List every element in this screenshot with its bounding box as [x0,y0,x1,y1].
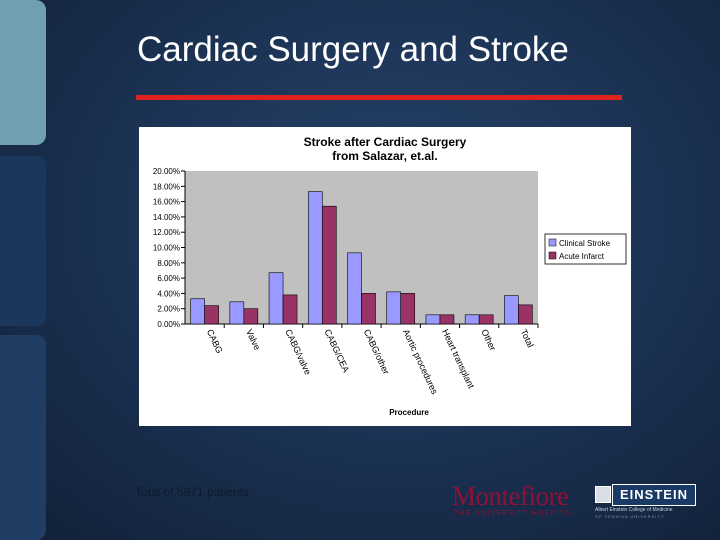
x-tick-label: Total [519,328,536,349]
einstein-logo-subtitle: Albert Einstein College of Medicine [595,507,673,513]
x-tick-label: Other [479,328,498,353]
y-tick-label: 20.00% [153,167,180,176]
bar-clinical-stroke [347,252,362,325]
chart-subtitle: from Salazar, et.al. [332,149,437,163]
legend-box [544,233,627,265]
y-tick-label: 6.00% [157,274,180,283]
x-tick-label: CABG/valve [283,328,313,377]
legend-label: Acute Infarct [559,252,605,261]
bar-clinical-stroke [307,191,323,325]
x-tick-label: CABG [205,328,225,355]
y-tick-label: 18.00% [153,182,180,191]
einstein-seal-icon [595,486,611,503]
y-tick-label: 4.00% [157,289,180,298]
bar-acute-infarct [439,314,455,325]
side-strip-segment [0,335,46,540]
einstein-logo-subtitle-2: OF YESHIVA UNIVERSITY [595,514,665,519]
bar-clinical-stroke [504,295,519,325]
bar-acute-infarct [518,304,533,325]
y-tick-label: 12.00% [153,228,180,237]
bar-acute-infarct [243,308,259,325]
footer-note: Total of 5971 patients [135,485,250,499]
side-decoration-strip [0,0,46,540]
side-strip-segment [0,0,46,145]
y-tick-label: 10.00% [153,244,180,253]
x-axis-label: Procedure [389,408,429,417]
x-tick-label: Aortic procedures [401,328,440,397]
bar-clinical-stroke [386,291,402,325]
y-tick-label: 14.00% [153,213,180,222]
montefiore-logo: Montefiore THE UNIVERSITY HOSPITAL [452,481,592,519]
bar-acute-infarct [400,293,416,325]
slide-title: Cardiac Surgery and Stroke [137,30,569,69]
bar-acute-infarct [321,205,337,325]
title-rule [136,95,622,100]
x-tick-label: CABG/CEA [322,328,351,374]
legend-label: Clinical Stroke [559,239,611,248]
bar-clinical-stroke [464,314,480,325]
legend-swatch [548,238,557,247]
bar-clinical-stroke [268,272,284,325]
chart-title: Stroke after Cardiac Surgery [304,135,467,149]
y-tick-label: 16.00% [153,198,180,207]
bar-clinical-stroke [229,301,245,325]
y-tick-label: 0.00% [157,320,180,329]
montefiore-logo-word: Montefiore [452,481,569,511]
montefiore-logo-subtitle: THE UNIVERSITY HOSPITAL [454,510,576,517]
bar-acute-infarct [361,293,376,325]
y-tick-label: 2.00% [157,305,180,314]
x-tick-label: Heart transplant [440,328,476,391]
side-strip-segment [0,156,46,326]
bar-acute-infarct [478,314,494,325]
x-tick-label: Valve [244,328,262,352]
bar-clinical-stroke [190,298,205,325]
einstein-logo: EINSTEIN Albert Einstein College of Medi… [595,483,700,523]
x-tick-label: CABG/other [362,328,392,376]
legend-swatch [548,251,557,260]
bar-clinical-stroke [425,314,441,325]
y-tick-label: 8.00% [157,259,180,268]
bar-acute-infarct [282,294,298,325]
chart-frame: Stroke after Cardiac Surgery from Salazar… [139,127,631,426]
einstein-logo-word: EINSTEIN [612,484,696,506]
bar-acute-infarct [204,305,219,325]
